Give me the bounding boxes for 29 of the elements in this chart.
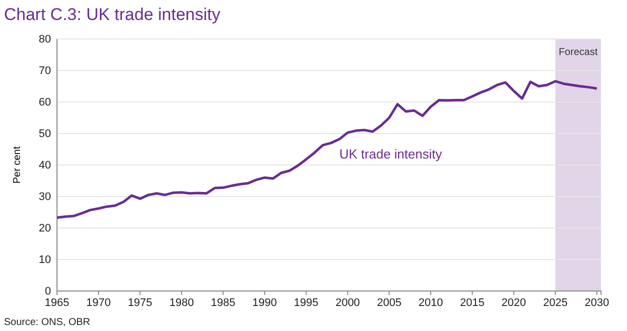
y-tick-label: 40 — [38, 160, 51, 172]
band-label: Forecast — [558, 47, 598, 58]
y-tick-label: 60 — [38, 96, 51, 109]
x-tick-label: 1985 — [210, 296, 236, 309]
x-tick-label: 1970 — [86, 296, 111, 309]
x-tick-label: 2015 — [460, 296, 485, 309]
y-tick-label: 10 — [38, 254, 51, 266]
y-tick-label: 0 — [44, 286, 51, 298]
source-note: Source: ONS, OBR — [4, 317, 90, 328]
y-tick-label: 20 — [38, 222, 51, 235]
x-tick-label: 2000 — [335, 296, 360, 309]
line-series — [56, 80, 598, 219]
x-tick-label: 2020 — [502, 296, 526, 309]
x-tick-label: 2010 — [418, 296, 443, 309]
x-tick-label: 1990 — [252, 296, 277, 309]
x-tick-label: 1995 — [294, 296, 318, 309]
chart-title: Chart C.3: UK trade intensity — [4, 5, 221, 24]
x-tick-label: 1965 — [44, 296, 70, 309]
x-tick-label: 2005 — [376, 296, 402, 309]
y-tick-label: 70 — [38, 65, 51, 78]
x-tick-label: 1975 — [128, 296, 152, 309]
y-tick-label: 30 — [38, 191, 51, 204]
y-axis-title: Per cent — [12, 146, 23, 184]
y-tick-label: 50 — [38, 128, 51, 140]
x-tick-label: 1980 — [169, 296, 194, 309]
series-label: UK trade intensity — [339, 146, 442, 162]
y-tick-label: 80 — [38, 34, 51, 46]
x-tick-label: 2025 — [543, 296, 568, 309]
x-tick-label: 2030 — [584, 296, 610, 309]
